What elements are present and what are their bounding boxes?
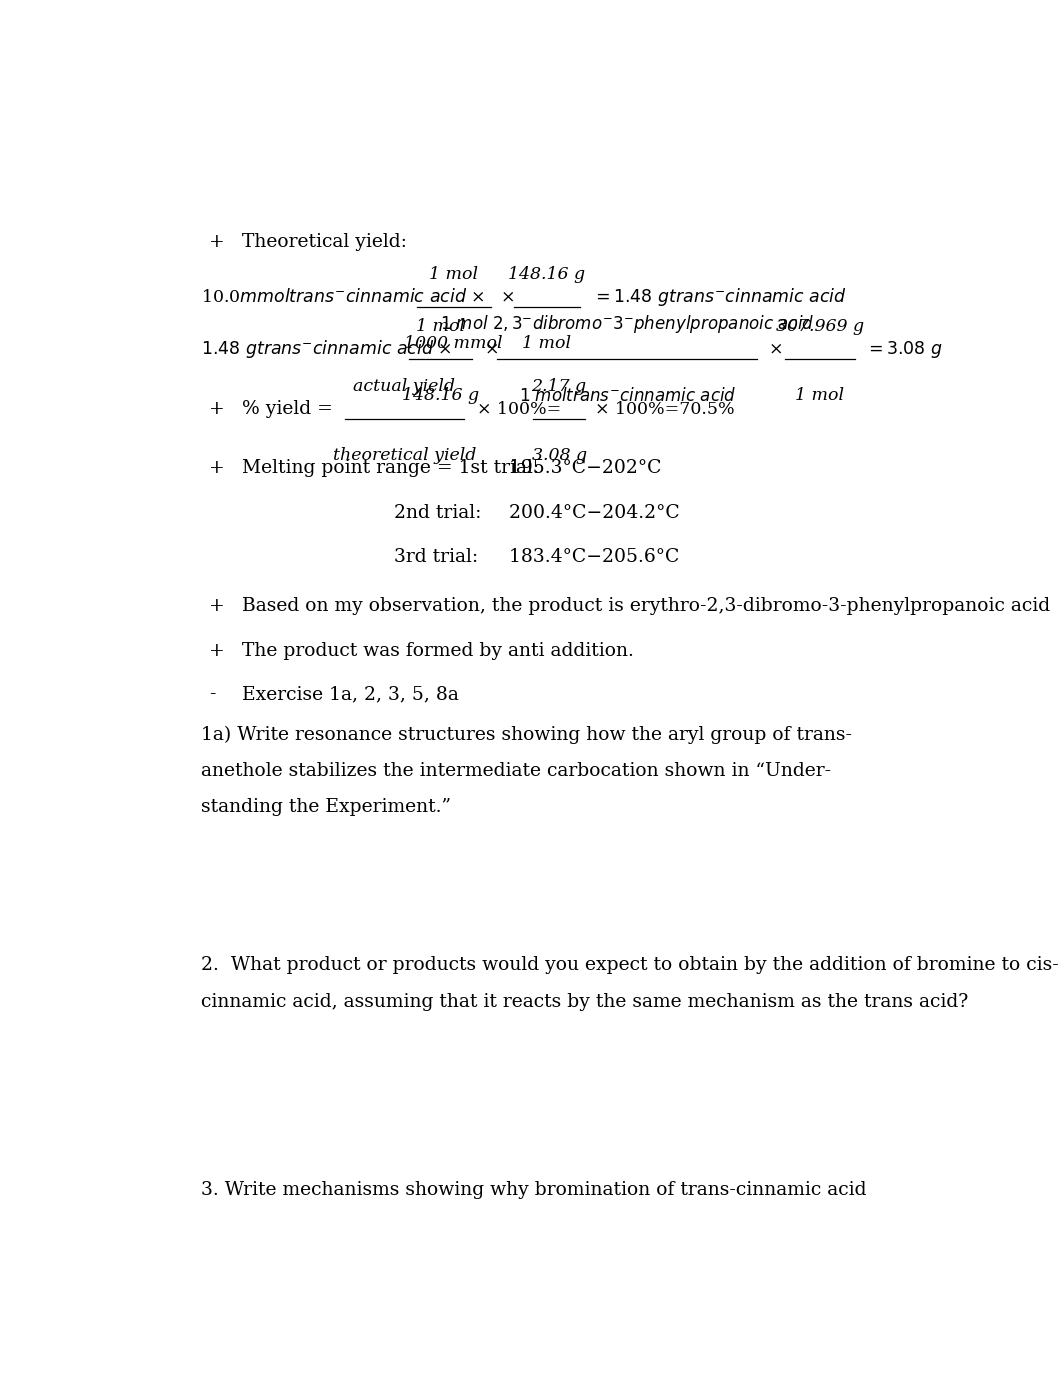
Text: +: + (209, 641, 225, 659)
Text: ×: × (768, 341, 783, 358)
Text: 200.4°C−204.2°C: 200.4°C−204.2°C (497, 504, 680, 522)
Text: +: + (209, 597, 225, 615)
Text: 3rd trial:: 3rd trial: (394, 549, 479, 567)
Text: 3. Write mechanisms showing why bromination of trans-cinnamic acid: 3. Write mechanisms showing why brominat… (201, 1181, 867, 1198)
Text: 183.4°C−205.6°C: 183.4°C−205.6°C (497, 549, 680, 567)
Text: 1 mol: 1 mol (523, 334, 571, 352)
Text: Melting point range = 1st trial:: Melting point range = 1st trial: (242, 460, 539, 477)
Text: +: + (209, 460, 225, 477)
Text: 1 mol: 1 mol (429, 266, 478, 282)
Text: 148.16 g: 148.16 g (509, 266, 585, 282)
Text: Theoretical yield:: Theoretical yield: (242, 233, 407, 250)
Text: +: + (209, 400, 225, 418)
Text: +: + (209, 233, 225, 250)
Text: 1000 mmol: 1000 mmol (405, 334, 503, 352)
Text: 1 mol: 1 mol (416, 318, 465, 334)
Text: 1a) Write resonance structures showing how the aryl group of trans-: 1a) Write resonance structures showing h… (201, 727, 852, 744)
Text: -: - (209, 685, 216, 703)
Text: 3.08 g: 3.08 g (531, 447, 586, 464)
Text: cinnamic acid, assuming that it reacts by the same mechanism as the trans acid?: cinnamic acid, assuming that it reacts b… (201, 993, 969, 1011)
Text: actual yield: actual yield (354, 378, 456, 395)
Text: Exercise 1a, 2, 3, 5, 8a: Exercise 1a, 2, 3, 5, 8a (242, 685, 459, 703)
Text: standing the Experiment.”: standing the Experiment.” (201, 798, 451, 816)
Text: 1 mol: 1 mol (795, 387, 844, 403)
Text: 2.  What product or products would you expect to obtain by the addition of bromi: 2. What product or products would you ex… (201, 956, 1059, 974)
Text: 195.3°C−202°C: 195.3°C−202°C (497, 460, 662, 477)
Text: 10.0$mmol$$trans^{-}$$cinnamic$ $acid$ ×: 10.0$mmol$$trans^{-}$$cinnamic$ $acid$ × (201, 288, 485, 305)
Text: theoretical yield: theoretical yield (332, 447, 476, 464)
Text: $=1.48$ $g$$trans^{-}$$cinnamic$ $acid$: $=1.48$ $g$$trans^{-}$$cinnamic$ $acid$ (592, 286, 846, 308)
Text: 307.969 g: 307.969 g (776, 318, 864, 334)
Text: × 100%=: × 100%= (477, 402, 561, 418)
Text: anethole stabilizes the intermediate carbocation shown in “Under-: anethole stabilizes the intermediate car… (201, 762, 832, 780)
Text: % yield =: % yield = (242, 400, 333, 418)
Text: 2nd trial:: 2nd trial: (394, 504, 482, 522)
Text: Based on my observation, the product is erythro-2,3-dibromo-3-phenylpropanoic ac: Based on my observation, the product is … (242, 597, 1050, 615)
Text: $1$ $mol$ $2,3^{-}dibromo^{-}3^{-}phenylpropanoic$ $acid$: $1$ $mol$ $2,3^{-}dibromo^{-}3^{-}phenyl… (441, 312, 815, 334)
Text: The product was formed by anti addition.: The product was formed by anti addition. (242, 641, 634, 659)
Text: $1.48$ $g$$trans^{-}$$cinnamic$ $acid$ ×: $1.48$ $g$$trans^{-}$$cinnamic$ $acid$ × (201, 337, 452, 359)
Text: ×: × (484, 341, 499, 358)
Text: 148.16 g: 148.16 g (402, 387, 479, 403)
Text: $1$ $mol$$trans^{-}cinnamic$ $acid$: $1$ $mol$$trans^{-}cinnamic$ $acid$ (518, 387, 736, 405)
Text: ×: × (500, 289, 515, 305)
Text: 2.17 g: 2.17 g (531, 378, 586, 395)
Text: × 100%=70.5%: × 100%=70.5% (596, 402, 735, 418)
Text: $=3.08$ $g$: $=3.08$ $g$ (866, 338, 943, 359)
